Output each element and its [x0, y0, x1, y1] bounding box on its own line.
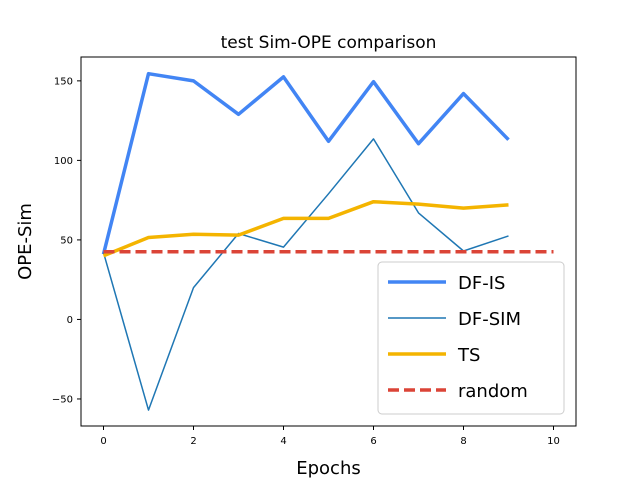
- y-tick-label: 0: [67, 315, 73, 326]
- legend-label-random: random: [458, 381, 528, 402]
- plot-frame: [80, 56, 577, 427]
- legend-label-ts: TS: [457, 345, 480, 366]
- x-tick-label: 0: [100, 436, 106, 447]
- legend-box: [377, 261, 565, 415]
- x-tick-label: 4: [280, 436, 286, 447]
- legend: DF-IS DF-SIM TS random: [377, 261, 565, 415]
- series-line-df-sim: [102, 138, 509, 411]
- chart-title: test Sim-OPE comparison: [221, 33, 437, 53]
- x-tick-label: 6: [370, 436, 376, 447]
- series-layer: [101, 71, 554, 411]
- y-tick-label: 100: [54, 156, 73, 167]
- x-axis: 0 2 4 6 8 10: [100, 426, 560, 447]
- y-tick-label: 150: [54, 76, 73, 87]
- legend-label-df-is: DF-IS: [458, 273, 505, 294]
- x-tick-label: 2: [190, 436, 196, 447]
- y-tick-label: 50: [60, 235, 73, 246]
- x-tick-label: 10: [547, 436, 560, 447]
- series-line-df-is: [101, 71, 510, 255]
- y-axis: −50 0 50 100 150: [52, 76, 81, 405]
- y-tick-label: −50: [52, 394, 73, 405]
- x-tick-label: 8: [460, 436, 466, 447]
- series-line-ts: [102, 199, 509, 258]
- x-axis-title: Epochs: [296, 458, 361, 479]
- y-axis-title: OPE-Sim: [15, 203, 36, 280]
- legend-label-df-sim: DF-SIM: [458, 309, 521, 330]
